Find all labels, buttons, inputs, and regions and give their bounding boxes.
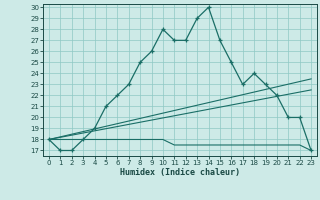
X-axis label: Humidex (Indice chaleur): Humidex (Indice chaleur) [120,168,240,177]
